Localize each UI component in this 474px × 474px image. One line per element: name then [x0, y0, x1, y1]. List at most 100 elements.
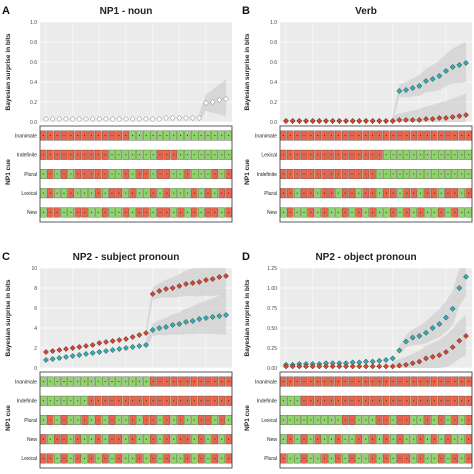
cue-cell-dot — [440, 419, 442, 421]
cue-cell-dot — [84, 192, 86, 194]
cue-cell-dot — [296, 135, 298, 137]
cue-cell-dot — [221, 211, 223, 213]
y-tick-label: 6 — [34, 306, 37, 312]
cue-cell-dot — [207, 419, 209, 421]
cue-cell-dot — [399, 381, 401, 383]
cue-cell-dot — [385, 154, 387, 156]
data-point — [96, 349, 103, 355]
cue-cell-dot — [433, 154, 435, 156]
cue-cell-dot — [221, 192, 223, 194]
data-point — [336, 363, 343, 370]
cue-cell-dot — [426, 438, 428, 440]
cue-cell-dot — [372, 381, 374, 383]
cue-cell-dot — [385, 381, 387, 383]
cue-cell-dot — [454, 438, 456, 440]
data-point — [209, 314, 216, 320]
cue-cell-dot — [413, 192, 415, 194]
data-point — [183, 319, 189, 325]
cue-cell-dot — [70, 135, 72, 137]
cue-cell-dot — [282, 154, 284, 156]
data-point — [369, 118, 376, 124]
cue-cell-dot — [289, 457, 291, 459]
cue-cell-dot — [207, 457, 209, 459]
cue-cell-dot — [214, 192, 216, 194]
cue-cell-dot — [152, 438, 154, 440]
data-point — [116, 346, 123, 352]
cue-cell-dot — [303, 457, 305, 459]
data-point — [96, 340, 103, 346]
cue-axis-label: NP1 cue — [244, 159, 251, 185]
data-point — [56, 355, 63, 361]
data-point — [416, 333, 423, 339]
cue-cell-dot — [330, 173, 332, 175]
cue-cell-dot — [132, 381, 134, 383]
data-point — [343, 118, 349, 124]
cue-cell-dot — [186, 154, 188, 156]
cue-cell-dot — [145, 154, 147, 156]
cue-cell-dot — [63, 211, 65, 213]
cue-cell-dot — [207, 192, 209, 194]
y-tick-label: 0.0 — [30, 120, 37, 126]
cue-cell-dot — [378, 400, 380, 402]
cue-cell-dot — [63, 438, 65, 440]
cue-cell-dot — [77, 154, 79, 156]
data-point — [49, 356, 56, 362]
cue-cell-dot — [186, 173, 188, 175]
cue-cell-dot — [406, 192, 408, 194]
data-point — [203, 277, 209, 283]
cue-cell-dot — [228, 381, 230, 383]
cue-cell-dot — [159, 419, 161, 421]
cue-cell-dot — [90, 381, 92, 383]
cue-cell-dot — [77, 192, 79, 194]
data-point — [76, 352, 83, 358]
cue-cell-dot — [372, 173, 374, 175]
cue-cell-dot — [111, 154, 113, 156]
cue-cell-dot — [77, 419, 79, 421]
cue-cell-dot — [372, 419, 374, 421]
data-point — [129, 334, 136, 340]
data-point — [316, 118, 323, 124]
cue-cell-dot — [221, 381, 223, 383]
cue-cell-dot — [440, 438, 442, 440]
y-tick-label: 1.00 — [267, 286, 277, 292]
data-point — [76, 116, 83, 122]
cue-cell-dot — [468, 381, 470, 383]
cue-cell-dot — [56, 419, 58, 421]
cue-cell-dot — [426, 192, 428, 194]
data-point — [409, 334, 416, 341]
cue-cell-dot — [90, 154, 92, 156]
cue-cell-dot — [63, 192, 65, 194]
cue-cell-dot — [104, 457, 106, 459]
cue-cell-dot — [145, 457, 147, 459]
cue-cell-dot — [317, 192, 319, 194]
cue-row-label: Inanimate — [15, 133, 37, 139]
cue-cell-dot — [351, 135, 353, 137]
cue-cell-dot — [317, 173, 319, 175]
cue-cell-dot — [138, 192, 140, 194]
data-point — [356, 363, 363, 370]
cue-cell-dot — [296, 457, 298, 459]
data-point — [323, 363, 329, 370]
cue-cell-dot — [63, 457, 65, 459]
data-point — [143, 342, 149, 348]
cue-cell-dot — [49, 154, 51, 156]
cue-cell-dot — [84, 457, 86, 459]
data-point — [349, 363, 356, 370]
y-tick-label: 0.4 — [270, 80, 277, 86]
cue-cell-dot — [84, 419, 86, 421]
cue-cell-dot — [406, 173, 408, 175]
cue-cell-dot — [145, 419, 147, 421]
cue-row-label: Plural — [264, 191, 277, 197]
data-point — [283, 118, 289, 124]
cue-cell-dot — [214, 438, 216, 440]
data-point — [456, 285, 463, 291]
cue-cell-dot — [461, 438, 463, 440]
cue-cell-dot — [152, 154, 154, 156]
cue-cell-dot — [186, 381, 188, 383]
cue-cell-dot — [310, 173, 312, 175]
cue-cell-dot — [221, 457, 223, 459]
cue-cell-dot — [166, 211, 168, 213]
cue-cell-dot — [372, 135, 374, 137]
cue-cell-dot — [63, 173, 65, 175]
cue-cell-dot — [193, 381, 195, 383]
